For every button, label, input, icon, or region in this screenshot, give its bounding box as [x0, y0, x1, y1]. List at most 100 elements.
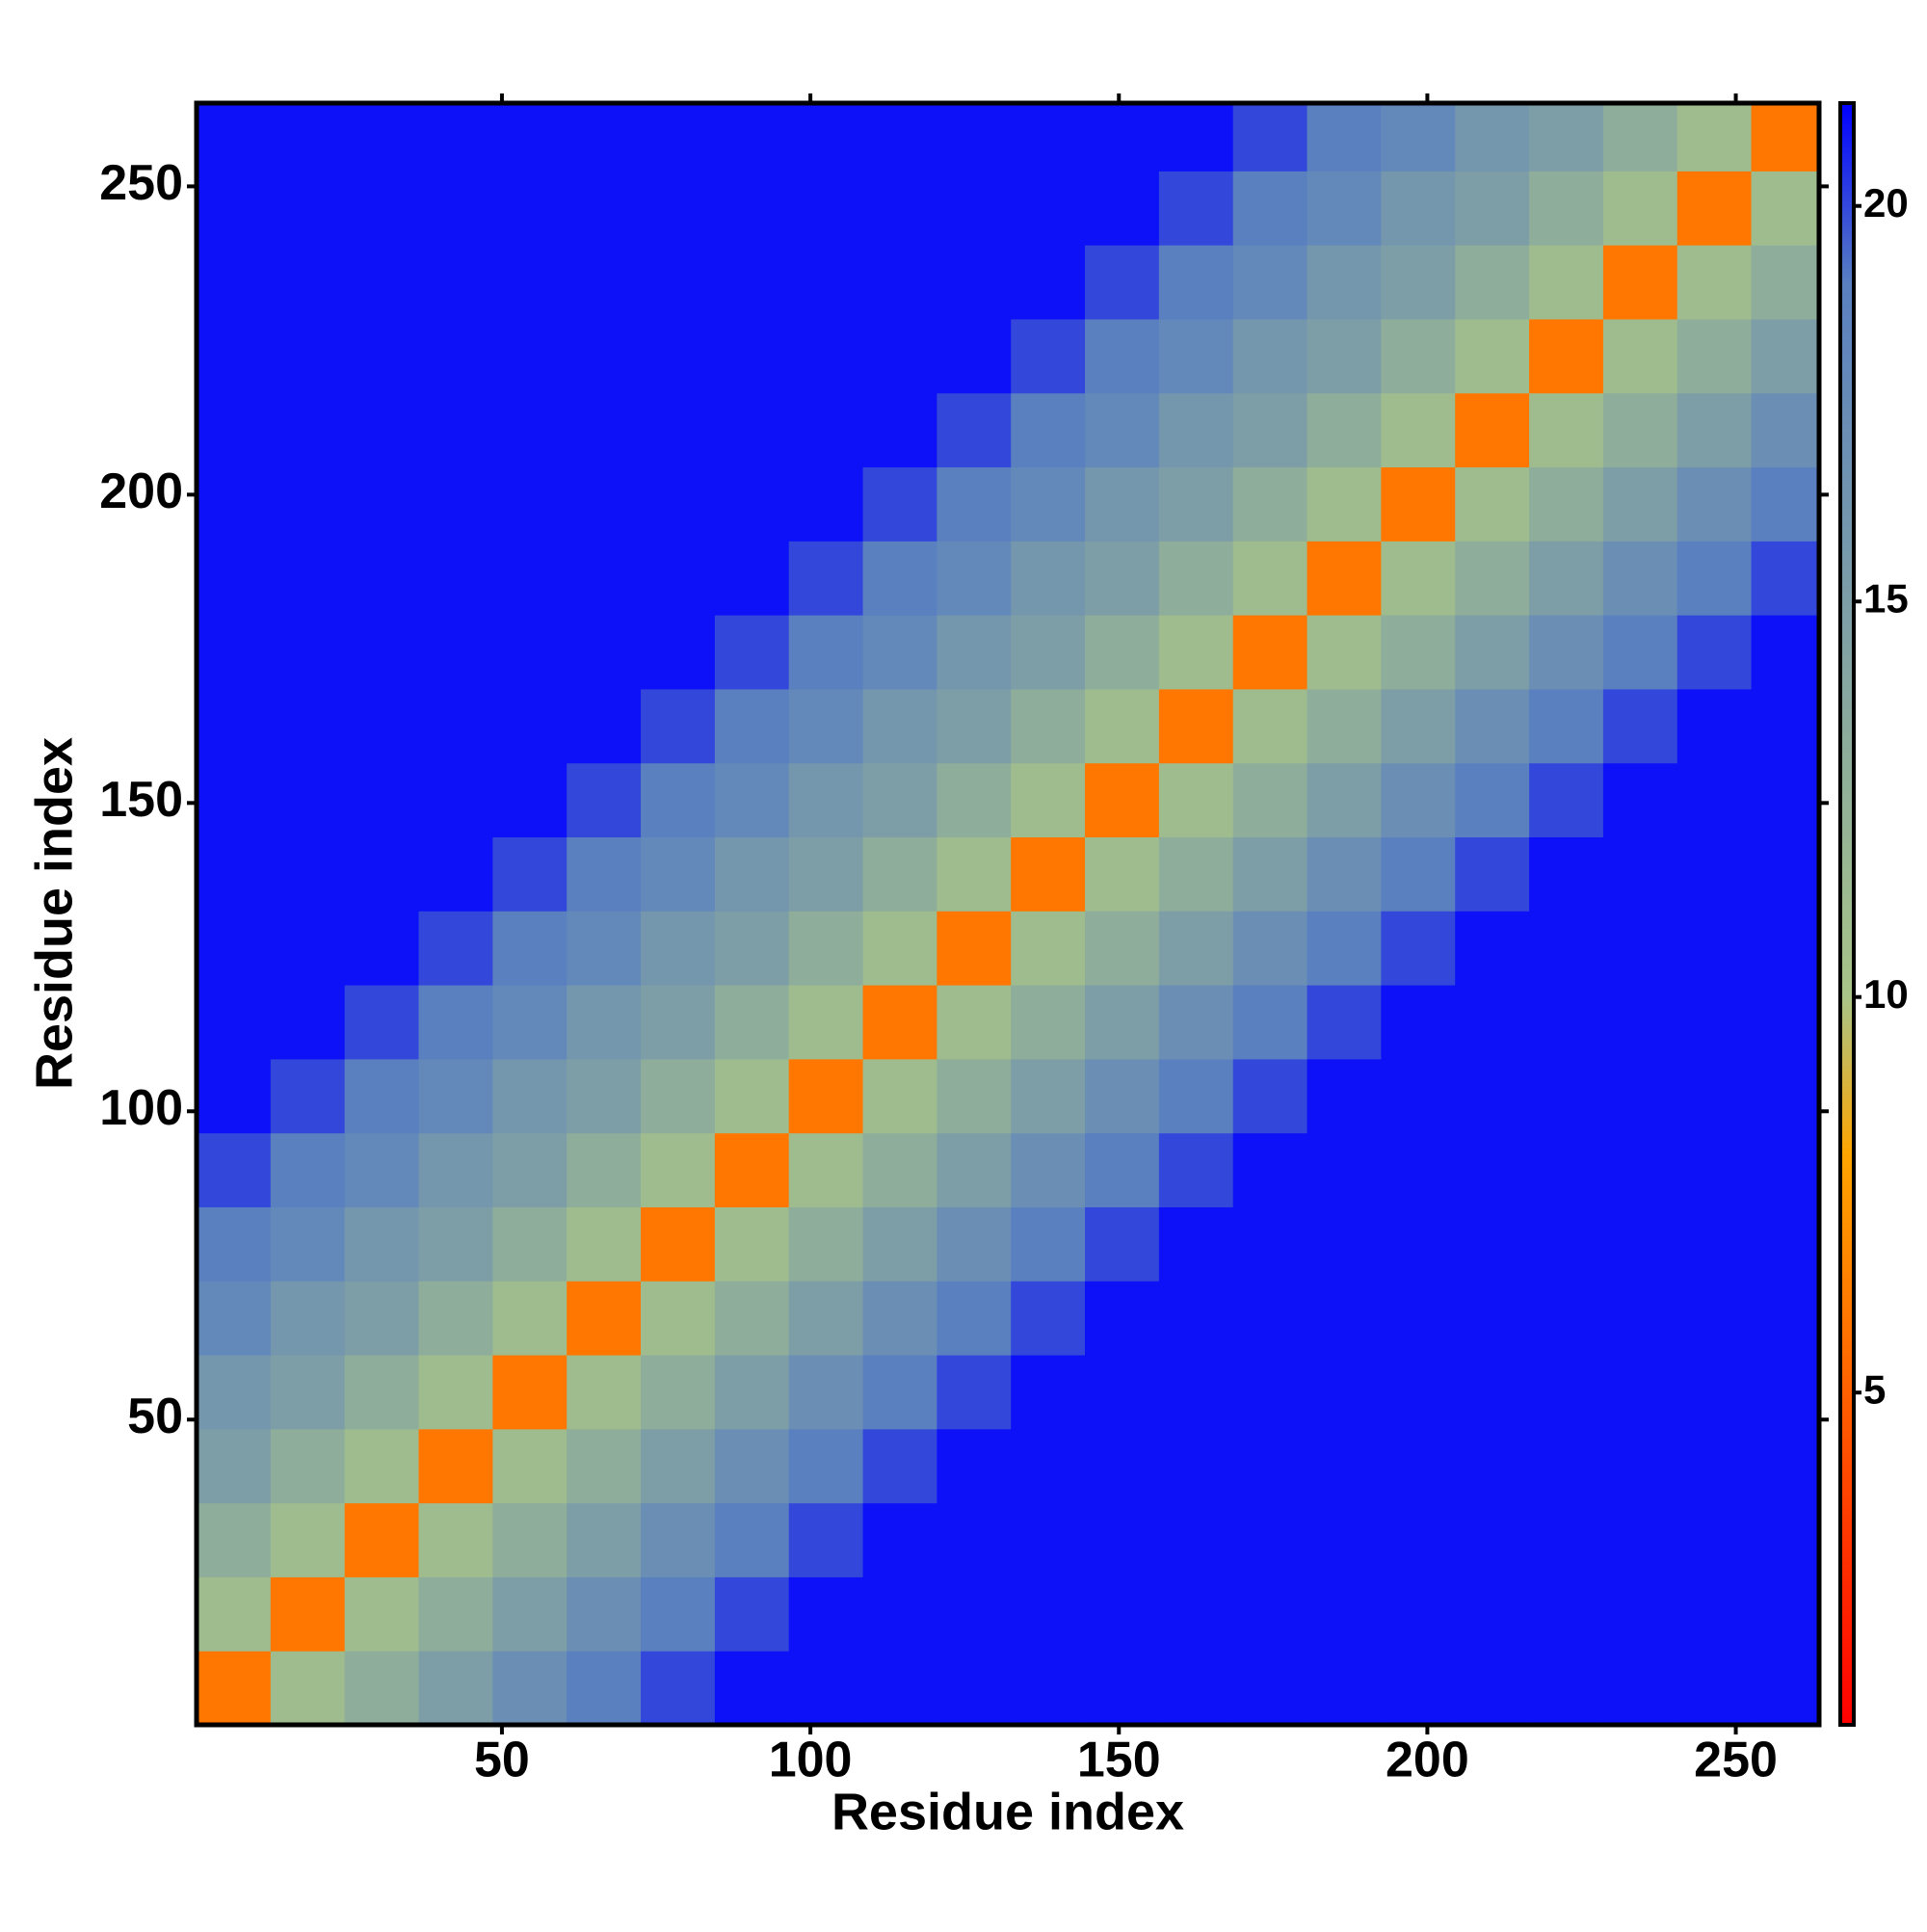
heatmap-cell — [1011, 1206, 1086, 1282]
heatmap-cell — [270, 171, 346, 246]
heatmap-cell — [641, 615, 716, 690]
heatmap-cell — [641, 1576, 716, 1652]
heatmap-cell — [1381, 171, 1456, 246]
heatmap-cell — [270, 1355, 346, 1430]
heatmap-cell — [862, 985, 937, 1060]
x-tick-label: 150 — [1077, 1733, 1161, 1788]
heatmap-cell — [714, 1206, 790, 1282]
heatmap-cell — [788, 318, 864, 394]
heatmap-cell — [567, 1281, 642, 1356]
x-tick-label: 200 — [1386, 1733, 1469, 1788]
heatmap-cell — [1307, 1428, 1382, 1504]
heatmap-cell — [418, 171, 493, 246]
heatmap-cell — [1011, 615, 1086, 690]
heatmap-cell — [1085, 466, 1160, 542]
heatmap-cell — [1381, 1132, 1456, 1207]
heatmap-cell — [862, 1651, 937, 1726]
heatmap-cell — [1232, 762, 1308, 838]
heatmap-cell — [1232, 1651, 1308, 1726]
heatmap-cell — [1676, 1132, 1753, 1207]
heatmap-cell — [567, 911, 642, 986]
heatmap-cell — [1232, 171, 1308, 246]
heatmap-cell — [641, 688, 716, 764]
heatmap-cell — [1602, 1576, 1678, 1652]
heatmap-cell — [1307, 541, 1382, 616]
heatmap-cell — [567, 1206, 642, 1282]
heatmap-cell — [1085, 1502, 1160, 1577]
heatmap-cell — [270, 1058, 346, 1134]
heatmap-cell — [1158, 1355, 1234, 1430]
heatmap-cell — [1381, 1428, 1456, 1504]
heatmap-cell — [344, 392, 420, 468]
x-tick-label: 50 — [474, 1733, 530, 1788]
heatmap-cell — [714, 985, 790, 1060]
heatmap-cell — [1158, 911, 1234, 986]
heatmap-cell — [1307, 245, 1382, 320]
heatmap-cell — [344, 1428, 420, 1504]
heatmap-cell — [197, 911, 272, 986]
heatmap-cell — [1751, 1502, 1820, 1577]
heatmap-cell — [418, 985, 493, 1060]
heatmap-cell — [1158, 688, 1234, 764]
heatmap-cell — [788, 1651, 864, 1726]
heatmap-cell — [714, 1428, 790, 1504]
heatmap-cell — [1381, 615, 1456, 690]
heatmap-cell — [714, 318, 790, 394]
heatmap-cell — [1751, 318, 1820, 394]
heatmap-cell — [1455, 1058, 1530, 1134]
heatmap-cell — [1158, 1576, 1234, 1652]
heatmap-cell — [197, 541, 272, 616]
heatmap-cell — [937, 171, 1012, 246]
heatmap-cell — [1381, 1058, 1456, 1134]
heatmap-cell — [567, 615, 642, 690]
heatmap-cell — [1307, 318, 1382, 394]
heatmap-cell — [1602, 836, 1678, 912]
heatmap-cell — [418, 1132, 493, 1207]
heatmap-cell — [714, 1651, 790, 1726]
heatmap-cell — [641, 103, 716, 172]
heatmap-cell — [1455, 171, 1530, 246]
heatmap-cell — [788, 911, 864, 986]
heatmap-cell — [1676, 615, 1753, 690]
heatmap-cell — [1085, 615, 1160, 690]
heatmap-cell — [344, 1058, 420, 1134]
heatmap-cell — [197, 466, 272, 542]
heatmap-cell — [1529, 1576, 1604, 1652]
heatmap-cell — [1529, 1355, 1604, 1430]
heatmap-cell — [1085, 245, 1160, 320]
heatmap-cell — [1307, 1651, 1382, 1726]
heatmap-cell — [641, 1428, 716, 1504]
heatmap-cell — [1158, 836, 1234, 912]
heatmap-cell — [937, 318, 1012, 394]
heatmap-cell — [1085, 318, 1160, 394]
heatmap-cell — [937, 1355, 1012, 1430]
heatmap-cell — [1529, 688, 1604, 764]
heatmap-cell — [1676, 171, 1753, 246]
heatmap-cell — [1751, 103, 1820, 172]
heatmap-cell — [492, 103, 568, 172]
heatmap-cell — [862, 1576, 937, 1652]
heatmap-cell — [1676, 1651, 1753, 1726]
heatmap-cell — [492, 171, 568, 246]
heatmap-cell — [1529, 1132, 1604, 1207]
heatmap-cell — [492, 1281, 568, 1356]
heatmap-cell — [492, 1651, 568, 1726]
heatmap-cell — [1011, 1576, 1086, 1652]
heatmap-cell — [641, 392, 716, 468]
heatmap-cell — [197, 836, 272, 912]
heatmap-cell — [270, 615, 346, 690]
heatmap-cell — [567, 1502, 642, 1577]
plot-frame — [194, 100, 1822, 1728]
heatmap-cell — [567, 171, 642, 246]
heatmap-cell — [788, 985, 864, 1060]
heatmap-cell — [788, 392, 864, 468]
heatmap-cell — [1676, 1058, 1753, 1134]
heatmap-cell — [788, 688, 864, 764]
heatmap-cell — [1455, 1355, 1530, 1430]
heatmap-cell — [1307, 1206, 1382, 1282]
heatmap-cell — [1602, 615, 1678, 690]
heatmap-cell — [1232, 1428, 1308, 1504]
heatmap-cell — [1158, 171, 1234, 246]
heatmap-cell — [1232, 1206, 1308, 1282]
heatmap-cell — [344, 1355, 420, 1430]
